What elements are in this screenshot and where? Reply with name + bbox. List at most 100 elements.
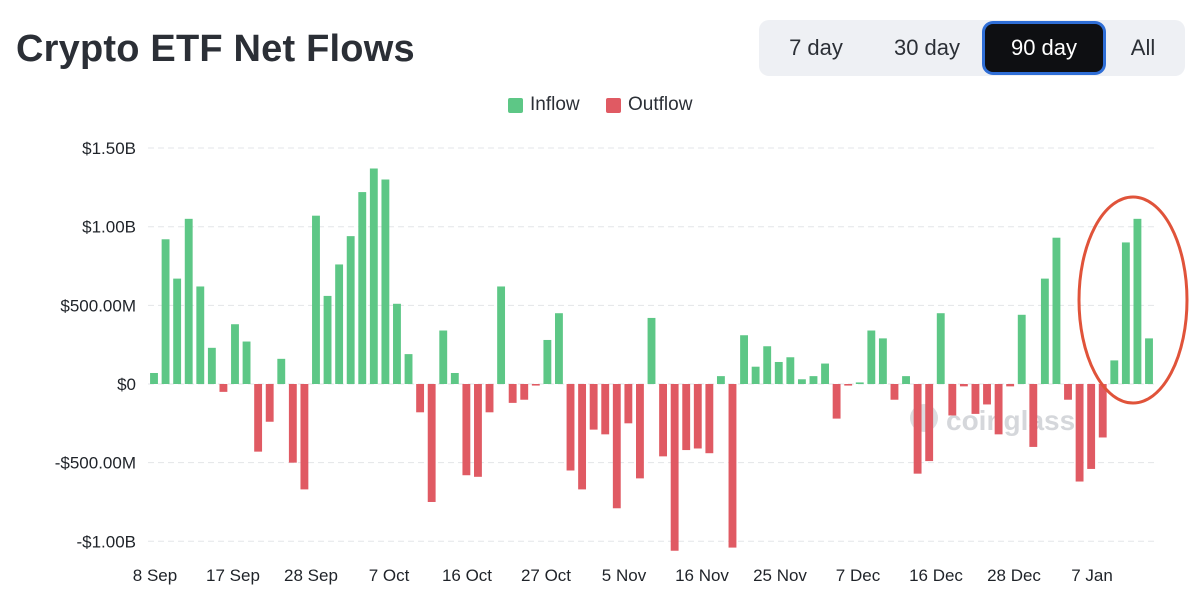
inflow-bar[interactable]	[809, 376, 818, 384]
outflow-bar[interactable]	[832, 384, 841, 419]
outflow-bar[interactable]	[508, 384, 517, 403]
y-tick-label: -$1.00B	[76, 532, 136, 551]
inflow-bar[interactable]	[497, 286, 506, 384]
inflow-bar[interactable]	[231, 324, 239, 384]
inflow-bar[interactable]	[173, 278, 182, 384]
inflow-bar[interactable]	[774, 361, 783, 384]
outflow-bar[interactable]	[959, 384, 968, 387]
outflow-bar[interactable]	[844, 384, 853, 386]
inflow-bar[interactable]	[1040, 278, 1049, 384]
outflow-bar[interactable]	[589, 384, 598, 430]
inflow-bar[interactable]	[936, 313, 945, 384]
x-tick-label: 7 Oct	[369, 566, 410, 585]
outflow-bar[interactable]	[682, 384, 691, 451]
outflow-bar[interactable]	[636, 384, 644, 479]
inflow-bar[interactable]	[855, 382, 864, 384]
outflow-bar[interactable]	[705, 384, 714, 454]
outflow-bar[interactable]	[265, 384, 274, 422]
outflow-bar[interactable]	[971, 384, 980, 414]
inflow-bar[interactable]	[369, 168, 378, 385]
inflow-bar[interactable]	[1121, 242, 1130, 384]
outflow-bar[interactable]	[288, 384, 297, 463]
outflow-bar[interactable]	[416, 384, 425, 413]
inflow-bar[interactable]	[1133, 218, 1142, 384]
legend-inflow-label[interactable]: Inflow	[530, 94, 580, 115]
inflow-bar[interactable]	[439, 330, 448, 384]
outflow-bar[interactable]	[601, 384, 610, 435]
outflow-bar[interactable]	[659, 384, 668, 457]
outflow-bar[interactable]	[670, 384, 679, 551]
inflow-bar[interactable]	[716, 376, 725, 384]
inflow-bar[interactable]	[751, 366, 760, 384]
outflow-bar[interactable]	[1029, 384, 1038, 447]
chart-legend: Inflow Outflow	[0, 93, 1200, 117]
inflow-bar[interactable]	[867, 330, 876, 384]
outflow-bar[interactable]	[474, 384, 482, 477]
inflow-bar[interactable]	[543, 339, 552, 384]
inflow-bar[interactable]	[312, 215, 320, 384]
inflow-bar[interactable]	[346, 236, 355, 384]
outflow-bar[interactable]	[254, 384, 263, 452]
outflow-bar[interactable]	[520, 384, 529, 400]
outflow-bar[interactable]	[578, 384, 587, 490]
outflow-bar[interactable]	[566, 384, 575, 471]
inflow-bar[interactable]	[763, 346, 772, 384]
outflow-bar[interactable]	[1075, 384, 1084, 482]
inflow-bar[interactable]	[902, 376, 910, 384]
inflow-bar[interactable]	[150, 372, 158, 384]
outflow-bar[interactable]	[1087, 384, 1096, 469]
x-tick-label: 28 Sep	[284, 566, 338, 585]
outflow-bar[interactable]	[300, 384, 309, 490]
inflow-bar[interactable]	[242, 341, 251, 384]
inflow-bar[interactable]	[878, 338, 887, 384]
outflow-bar[interactable]	[983, 384, 991, 405]
range-7-day-button[interactable]: 7 day	[789, 35, 843, 60]
outflow-bar[interactable]	[728, 384, 737, 548]
outflow-bar[interactable]	[913, 384, 922, 474]
inflow-bar[interactable]	[404, 354, 413, 384]
inflow-bar[interactable]	[277, 358, 286, 384]
inflow-bar[interactable]	[1052, 237, 1061, 384]
outflow-bar[interactable]	[1098, 384, 1107, 438]
outflow-bar[interactable]	[219, 384, 228, 392]
inflow-bar[interactable]	[196, 286, 205, 384]
inflow-bar[interactable]	[161, 239, 170, 384]
x-tick-label: 5 Nov	[602, 566, 647, 585]
inflow-bar[interactable]	[1017, 314, 1026, 384]
outflow-bar[interactable]	[485, 384, 494, 413]
inflow-bar[interactable]	[740, 335, 748, 384]
inflow-bar[interactable]	[393, 303, 401, 384]
outflow-bar[interactable]	[890, 384, 899, 400]
outflow-bar[interactable]	[994, 384, 1003, 435]
inflow-bar[interactable]	[450, 372, 459, 384]
range-30-day-button[interactable]: 30 day	[893, 35, 961, 60]
inflow-bar[interactable]	[323, 295, 332, 384]
inflow-bar[interactable]	[184, 218, 193, 384]
inflow-bar[interactable]	[821, 363, 829, 384]
outflow-bar[interactable]	[925, 384, 934, 462]
inflow-bar[interactable]	[1110, 360, 1119, 384]
inflow-bar[interactable]	[647, 317, 656, 384]
inflow-bar[interactable]	[207, 347, 216, 384]
outflow-bar[interactable]	[948, 384, 957, 416]
outflow-bar[interactable]	[624, 384, 633, 424]
outflow-bar[interactable]	[1006, 384, 1015, 387]
range-all-button[interactable]: All	[1130, 35, 1156, 60]
inflow-bar[interactable]	[381, 179, 390, 384]
outflow-bar[interactable]	[612, 384, 621, 509]
inflow-bar[interactable]	[335, 264, 344, 384]
range-90-day-button[interactable]: 90 day	[985, 24, 1103, 72]
x-tick-label: 16 Dec	[909, 566, 963, 585]
outflow-bar[interactable]	[427, 384, 436, 502]
inflow-bar[interactable]	[786, 357, 795, 384]
outflow-bar[interactable]	[1064, 384, 1072, 400]
inflow-bar[interactable]	[797, 379, 806, 384]
inflow-bar[interactable]	[358, 192, 367, 384]
inflow-bar[interactable]	[555, 313, 563, 384]
legend-outflow-label[interactable]: Outflow	[628, 94, 693, 115]
outflow-bar[interactable]	[462, 384, 471, 476]
inflow-bar[interactable]	[1145, 338, 1153, 384]
outflow-bar[interactable]	[531, 384, 540, 386]
outflow-bar[interactable]	[693, 384, 702, 449]
